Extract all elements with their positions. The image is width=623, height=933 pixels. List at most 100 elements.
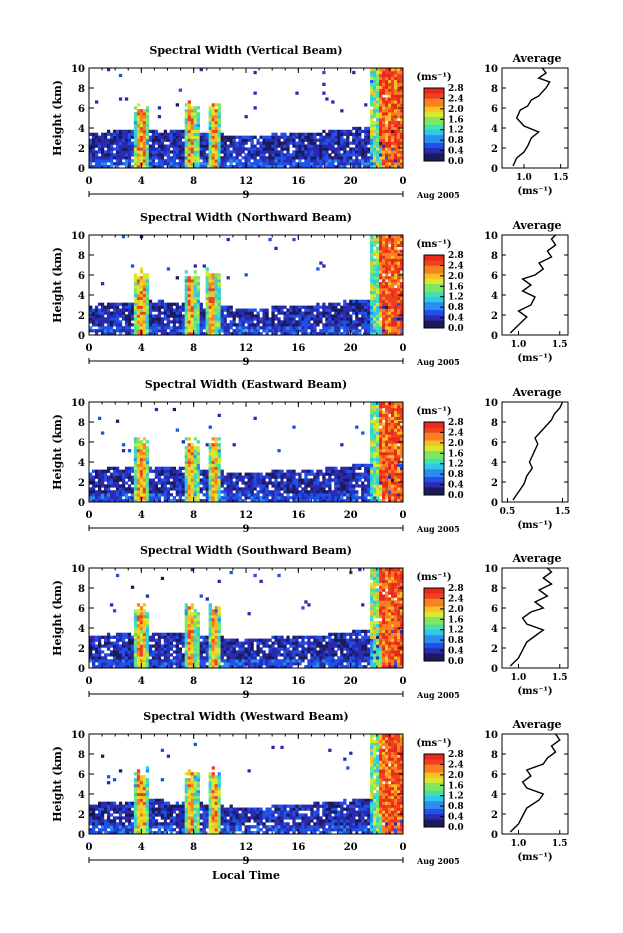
heatmap-cell bbox=[197, 461, 200, 464]
heatmap-cell bbox=[292, 238, 295, 241]
heatmap-cell bbox=[236, 329, 239, 332]
heatmap-cell bbox=[242, 162, 245, 165]
heatmap-cell bbox=[137, 279, 140, 282]
heatmap-cell bbox=[110, 150, 113, 153]
heatmap-cell bbox=[125, 147, 128, 150]
heatmap-cell bbox=[155, 496, 158, 499]
heatmap-cell bbox=[143, 496, 146, 499]
heatmap-cell bbox=[376, 112, 379, 115]
heatmap-cell bbox=[373, 493, 376, 496]
heatmap-cell bbox=[209, 153, 212, 156]
heatmap-cell bbox=[209, 311, 212, 314]
heatmap-cell bbox=[304, 139, 307, 142]
heatmap-cell bbox=[382, 250, 385, 253]
heatmap-cell bbox=[203, 142, 206, 145]
heatmap-cell bbox=[239, 309, 242, 312]
heatmap-cell bbox=[382, 74, 385, 77]
heatmap-cell bbox=[140, 156, 143, 159]
heatmap-cell bbox=[283, 147, 286, 150]
heatmap-cell bbox=[379, 423, 382, 426]
heatmap-cell bbox=[337, 473, 340, 476]
heatmap-cell bbox=[355, 484, 358, 487]
heatmap-cell bbox=[334, 481, 337, 484]
heatmap-cell bbox=[149, 147, 152, 150]
heatmap-cell bbox=[209, 285, 212, 288]
heatmap-cell bbox=[307, 142, 310, 145]
heatmap-cell bbox=[391, 247, 394, 250]
heatmap-cell bbox=[262, 317, 265, 320]
heatmap-cell bbox=[253, 476, 256, 479]
heatmap-cell bbox=[158, 150, 161, 153]
heatmap-cell bbox=[322, 314, 325, 317]
heatmap-cell bbox=[134, 303, 137, 306]
heatmap-cell bbox=[101, 476, 104, 479]
heatmap-cell bbox=[358, 133, 361, 136]
heatmap-cell bbox=[373, 306, 376, 309]
heatmap-cell bbox=[295, 133, 298, 136]
heatmap-cell bbox=[277, 150, 280, 153]
heatmap-cell bbox=[155, 147, 158, 150]
heatmap-cell bbox=[185, 455, 188, 458]
heatmap-cell bbox=[167, 493, 170, 496]
heatmap-cell bbox=[334, 470, 337, 473]
heatmap-cell bbox=[98, 473, 101, 476]
heatmap-cell bbox=[370, 276, 373, 279]
heatmap-cell bbox=[104, 484, 107, 487]
heatmap-cell bbox=[388, 323, 391, 326]
heatmap-cell bbox=[379, 300, 382, 303]
heatmap-cell bbox=[125, 162, 128, 165]
heatmap-cell bbox=[385, 261, 388, 264]
heatmap-cell bbox=[92, 653, 95, 656]
heatmap-cell bbox=[203, 478, 206, 481]
heatmap-cell bbox=[236, 147, 239, 150]
heatmap-cell bbox=[134, 142, 137, 145]
heatmap-cell bbox=[322, 484, 325, 487]
heatmap-cell bbox=[373, 267, 376, 270]
heatmap-cell bbox=[164, 323, 167, 326]
heatmap-cell bbox=[376, 496, 379, 499]
heatmap-cell bbox=[322, 144, 325, 147]
heatmap-cell bbox=[107, 142, 110, 145]
heatmap-cell bbox=[233, 159, 236, 162]
heatmap-cell bbox=[280, 311, 283, 314]
heatmap-cell bbox=[137, 136, 140, 139]
heatmap-cell bbox=[316, 150, 319, 153]
heatmap-cell bbox=[310, 306, 313, 309]
heatmap-cell bbox=[394, 92, 397, 95]
heatmap-cell bbox=[382, 458, 385, 461]
heatmap-cell bbox=[140, 279, 143, 282]
heatmap-cell bbox=[349, 314, 352, 317]
heatmap-cell bbox=[322, 481, 325, 484]
heatmap-cell bbox=[331, 490, 334, 493]
heatmap-cell bbox=[233, 314, 236, 317]
heatmap-cell bbox=[397, 97, 400, 100]
heatmap-cell bbox=[188, 452, 191, 455]
heatmap-cell bbox=[265, 150, 268, 153]
heatmap-cell bbox=[194, 279, 197, 282]
heatmap-cell bbox=[373, 142, 376, 145]
heatmap-cell bbox=[188, 467, 191, 470]
heatmap-cell bbox=[394, 317, 397, 320]
heatmap-cell bbox=[376, 264, 379, 267]
heatmap-cell bbox=[391, 270, 394, 273]
heatmap-cell bbox=[134, 467, 137, 470]
heatmap-cell bbox=[140, 142, 143, 145]
heatmap-cell bbox=[379, 127, 382, 130]
heatmap-cell bbox=[361, 314, 364, 317]
heatmap-cell bbox=[98, 156, 101, 159]
heatmap-cell bbox=[331, 133, 334, 136]
heatmap-cell bbox=[179, 309, 182, 312]
heatmap-cell bbox=[185, 317, 188, 320]
heatmap-cell bbox=[146, 493, 149, 496]
heatmap-cell bbox=[236, 323, 239, 326]
heatmap-cell bbox=[239, 326, 242, 329]
heatmap-cell bbox=[394, 142, 397, 145]
y-tick-label: 0 bbox=[78, 164, 85, 175]
heatmap-cell bbox=[367, 311, 370, 314]
heatmap-cell bbox=[191, 300, 194, 303]
heatmap-cell bbox=[110, 311, 113, 314]
heatmap-cell bbox=[137, 481, 140, 484]
heatmap-cell bbox=[137, 133, 140, 136]
heatmap-cell bbox=[268, 139, 271, 142]
heatmap-cell bbox=[119, 303, 122, 306]
